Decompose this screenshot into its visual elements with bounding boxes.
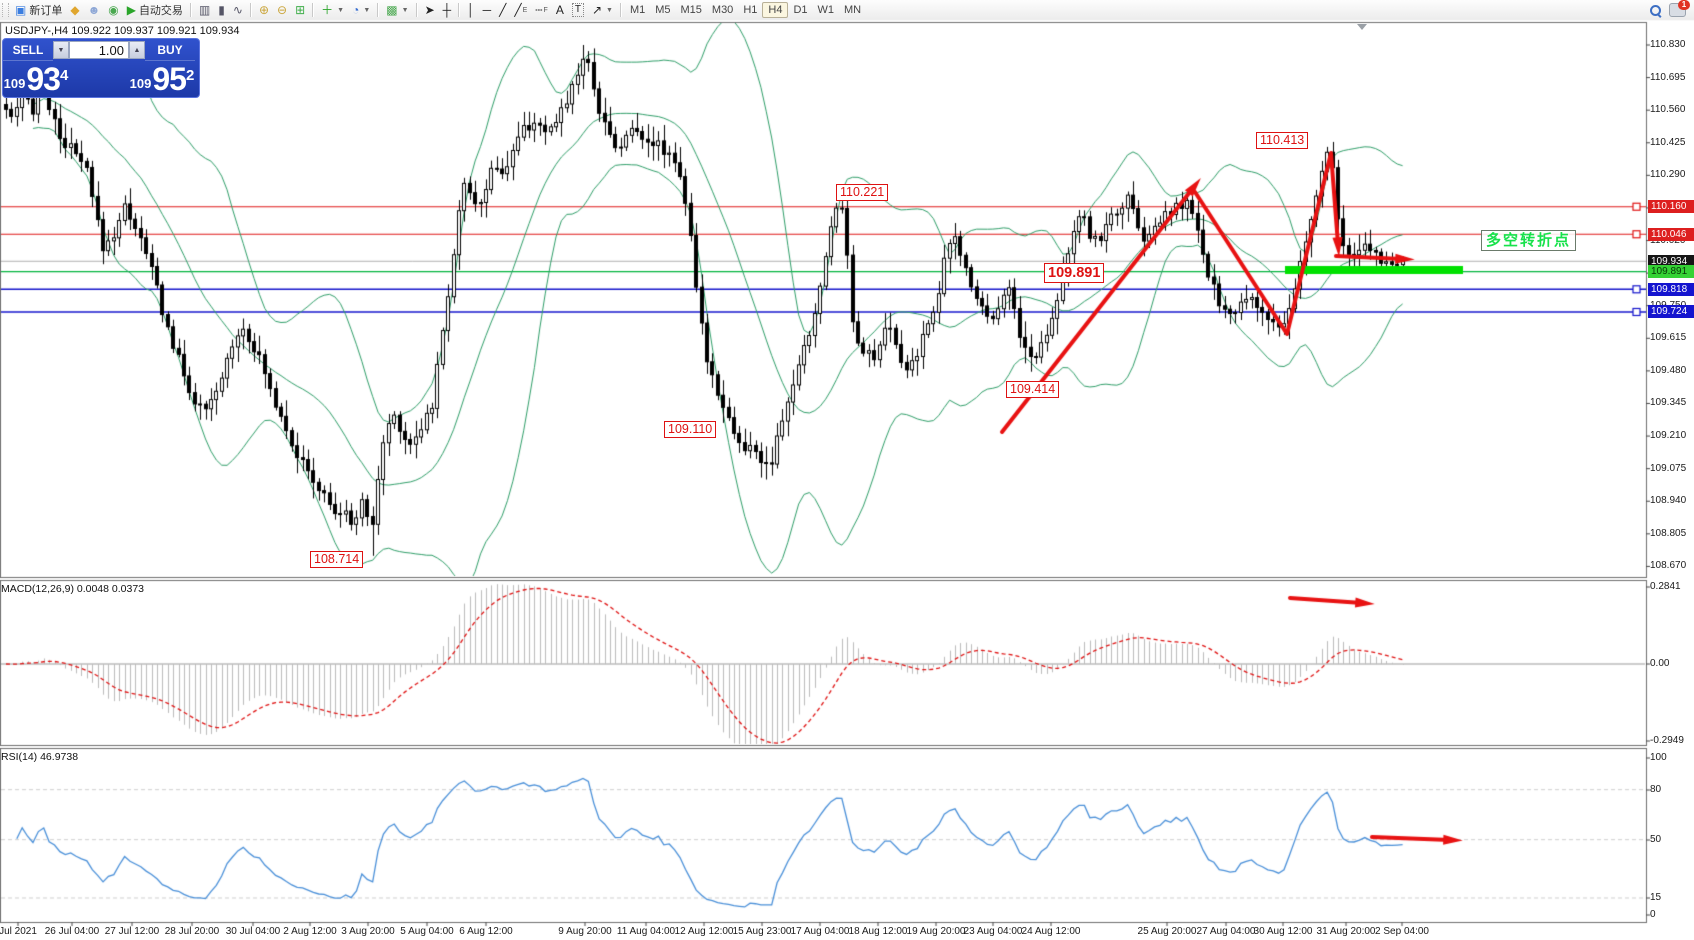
volume-increase-button[interactable]: ▲ xyxy=(129,41,145,59)
trade-panel-divider xyxy=(53,61,145,95)
price-axis-tick: 110.830 xyxy=(1650,39,1686,50)
time-axis-label: 28 Jul 20:00 xyxy=(164,926,220,937)
macd-axis-tick: 0.2841 xyxy=(1650,581,1681,592)
time-axis-label: 12 Aug 12:00 xyxy=(674,926,734,937)
volume-decrease-button[interactable]: ▼ xyxy=(53,41,69,59)
symbol-ohlc-line: USDJPY-,H4 109.922 109.937 109.921 109.9… xyxy=(5,25,240,37)
rsi-axis-tick: 15 xyxy=(1650,892,1662,903)
time-axis-label: 25 Aug 20:00 xyxy=(1137,926,1197,937)
time-axis-label: 6 Aug 12:00 xyxy=(459,926,513,937)
time-axis-label: 2 Sep 04:00 xyxy=(1375,926,1429,937)
ask-price-big: 95 xyxy=(152,61,187,97)
price-tag-109.934: 109.934 xyxy=(1648,254,1694,268)
price-annotation-108.714[interactable]: 108.714 xyxy=(310,551,364,568)
price-tag-110.160: 110.160 xyxy=(1648,200,1694,214)
price-tag-109.724: 109.724 xyxy=(1648,305,1694,319)
price-annotation-109.110[interactable]: 109.110 xyxy=(664,421,717,438)
price-axis-tick: 108.940 xyxy=(1650,495,1687,507)
ask-price[interactable]: 109 95 2 xyxy=(129,61,195,95)
rsi-axis-tick: 0 xyxy=(1650,909,1656,920)
time-axis-label: 30 Jul 04:00 xyxy=(225,926,281,937)
price-axis-tick: 110.425 xyxy=(1650,136,1686,148)
price-axis-tick: 108.670 xyxy=(1650,560,1687,572)
time-axis-label: 18 Aug 12:00 xyxy=(848,926,908,937)
time-axis-label: Jul 2021 xyxy=(0,926,37,937)
time-axis-label: 11 Aug 04:00 xyxy=(616,926,676,937)
rsi-axis-tick: 80 xyxy=(1650,784,1662,795)
volume-input[interactable] xyxy=(69,41,129,59)
time-axis-label: 26 Jul 04:00 xyxy=(44,926,100,937)
time-axis-label: 2 Aug 12:00 xyxy=(283,926,337,937)
macd-indicator-label: MACD(12,26,9) 0.0048 0.0373 xyxy=(1,583,145,595)
time-axis-label: 9 Aug 20:00 xyxy=(558,926,612,937)
sell-button[interactable]: SELL xyxy=(3,39,53,61)
rsi-indicator-label: RSI(14) 46.9738 xyxy=(1,751,79,763)
price-annotation-110.221[interactable]: 110.221 xyxy=(836,184,889,201)
time-axis-label: 15 Aug 23:00 xyxy=(732,926,792,937)
price-annotation-109.891[interactable]: 109.891 xyxy=(1044,263,1105,283)
note-label-reversal-point[interactable]: 多空转折点 xyxy=(1481,230,1577,251)
chart-shift-marker[interactable] xyxy=(1357,24,1367,30)
time-axis-label: 31 Aug 20:00 xyxy=(1316,926,1376,937)
time-axis-label: 5 Aug 04:00 xyxy=(400,926,454,937)
price-annotation-110.413[interactable]: 110.413 xyxy=(1256,132,1309,149)
bid-price-pip: 4 xyxy=(59,67,69,84)
ask-price-prefix: 109 xyxy=(129,76,152,91)
bid-price[interactable]: 109 93 4 xyxy=(3,61,69,95)
bid-price-prefix: 109 xyxy=(3,76,26,91)
price-annotation-109.414[interactable]: 109.414 xyxy=(1006,381,1060,398)
price-axis-tick: 109.615 xyxy=(1650,332,1687,344)
price-axis-tick: 109.345 xyxy=(1650,397,1687,409)
price-axis-tick: 109.075 xyxy=(1650,462,1687,474)
price-tag-110.046: 110.046 xyxy=(1648,227,1694,241)
time-axis-label: 17 Aug 04:00 xyxy=(790,926,850,937)
rsi-axis-tick: 100 xyxy=(1650,752,1667,763)
time-axis-label: 24 Aug 12:00 xyxy=(1021,926,1081,937)
rsi-axis-tick: 50 xyxy=(1650,834,1662,845)
macd-axis-tick: -0.2949 xyxy=(1650,735,1684,746)
price-axis-tick: 109.480 xyxy=(1650,364,1687,376)
price-axis-tick: 110.695 xyxy=(1650,71,1686,83)
ask-price-pip: 2 xyxy=(185,67,195,84)
time-axis-label: 27 Jul 12:00 xyxy=(104,926,160,937)
macd-axis-tick: 0.00 xyxy=(1650,658,1670,669)
time-axis-label: 27 Aug 04:00 xyxy=(1196,926,1256,937)
price-axis-tick: 109.750 xyxy=(1650,300,1694,311)
price-tag-109.891: 109.891 xyxy=(1648,265,1694,279)
bid-price-big: 93 xyxy=(26,61,61,97)
time-axis-label: 30 Aug 12:00 xyxy=(1253,926,1313,937)
time-axis-label: 3 Aug 20:00 xyxy=(341,926,395,937)
price-tag-109.818: 109.818 xyxy=(1648,282,1694,296)
price-axis-tick: 110.560 xyxy=(1650,104,1686,116)
buy-button[interactable]: BUY xyxy=(145,39,195,61)
price-axis-tick: 108.805 xyxy=(1650,527,1687,539)
price-axis-tick: 109.210 xyxy=(1650,430,1687,442)
time-axis-label: 23 Aug 04:00 xyxy=(963,926,1023,937)
time-axis-label: 19 Aug 20:00 xyxy=(906,926,966,937)
price-axis-tick: 110.290 xyxy=(1650,169,1686,181)
